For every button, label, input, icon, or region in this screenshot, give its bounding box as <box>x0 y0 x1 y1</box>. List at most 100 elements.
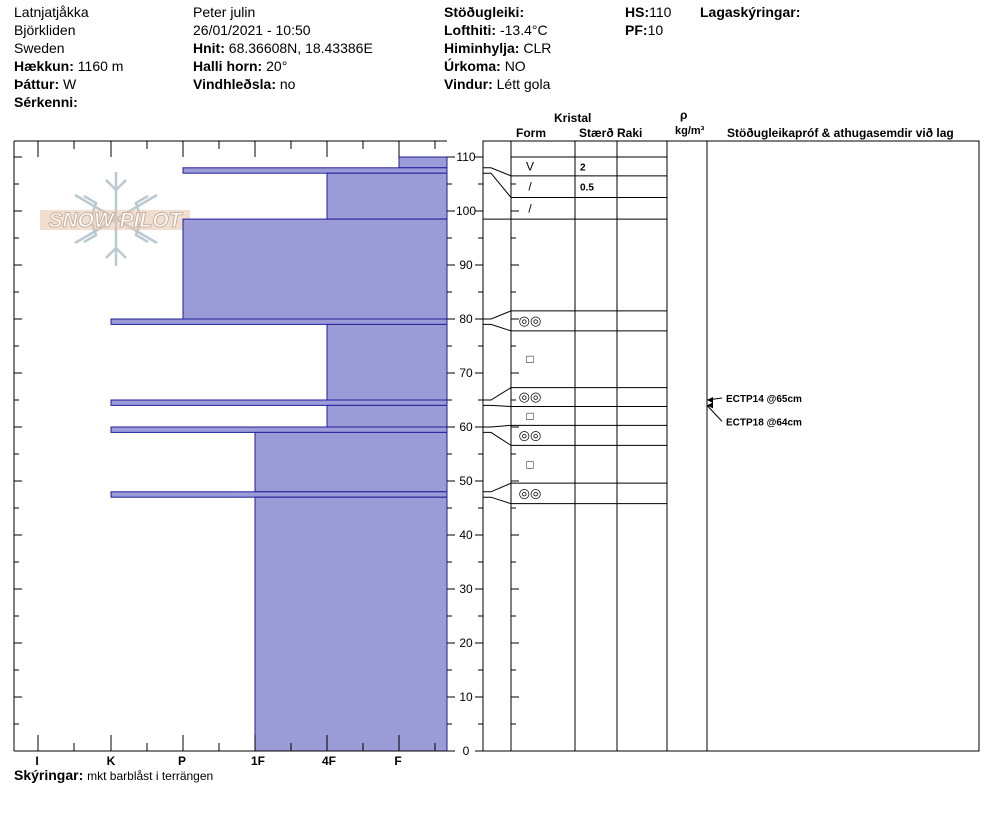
test-result-label: ECTP14 @65cm <box>726 394 802 405</box>
country: Sweden <box>14 40 65 56</box>
slope: Halli horn: 20° <box>193 57 287 75</box>
wind: Vindur: Létt gola <box>444 75 550 93</box>
form-header: Form <box>516 126 546 140</box>
crystal-header: Kristal <box>554 111 592 125</box>
aspect: Þáttur: W <box>14 75 76 93</box>
air-temp-value: -13.4°C <box>499 22 548 38</box>
layer-connector-line <box>483 424 512 428</box>
hardness-layers <box>110 156 448 752</box>
height-tick-label: 100 <box>456 204 476 218</box>
hardness-tick-label: 4F <box>322 754 336 768</box>
crystal-form-symbol: □ <box>526 352 533 366</box>
hardness-layer-bar <box>254 496 448 752</box>
aspect-value: W <box>63 76 77 92</box>
wind-loading-label: Vindhleðsla: <box>193 76 276 92</box>
height-tick-label: 110 <box>456 150 475 164</box>
hs-label: HS: <box>625 4 650 20</box>
wind-label: Vindur: <box>444 76 493 92</box>
layer-connector-line <box>483 323 512 332</box>
test-arrow-head-icon <box>707 402 713 409</box>
crystal-form-symbol: ◎◎ <box>519 389 542 404</box>
layer-connector-line <box>483 404 512 407</box>
height-tick-label: 10 <box>459 690 473 704</box>
axes: I K P 1F 4F F 0 10 20 30 40 50 60 70 80 90 100 110 <box>13 140 519 768</box>
hardness-layer-bar <box>326 172 448 220</box>
stability-label: Stöðugleiki: <box>444 4 525 20</box>
hardness-layer-bar <box>182 218 448 320</box>
slope-value: 20° <box>266 58 288 74</box>
layer-connector-line <box>483 431 512 446</box>
height-tick-label: 0 <box>463 744 470 758</box>
hardness-layer-bar <box>254 431 448 493</box>
test-arrow-head-icon <box>707 397 713 403</box>
layer-connector-line <box>483 496 512 505</box>
hardness-layer-bar <box>110 399 448 406</box>
crystal-form-symbol: □ <box>526 409 533 423</box>
observer: Peter julin <box>193 4 256 20</box>
height-tick-label: 50 <box>459 474 473 488</box>
slope-label: Halli horn: <box>193 58 263 74</box>
notes: Skýringar: mkt barblåst i terrängen <box>14 766 213 785</box>
precip-value: NO <box>504 58 526 74</box>
features-label: Sérkenni: <box>14 94 78 110</box>
pf-label: PF: <box>625 22 648 38</box>
elevation-value: 1160 m <box>77 58 124 74</box>
layer-notes-label: Lagaskýringar: <box>700 4 801 20</box>
region: Björkliden <box>14 22 76 38</box>
height-tick-label: 60 <box>459 420 473 434</box>
hardness-layer-bar <box>326 404 448 428</box>
hs-value: 110 <box>649 4 672 20</box>
wind-loading: Vindhleðsla: no <box>193 75 295 93</box>
location: Latnjatjåkka <box>14 4 89 20</box>
height-tick-label: 90 <box>459 258 473 272</box>
rho-header: ρ <box>680 108 688 122</box>
hardness-layer-bar <box>326 323 448 401</box>
wind-loading-value: no <box>279 76 296 92</box>
stability-tests: ECTP14 @65cm ECTP18 @64cm <box>706 394 802 428</box>
layer-connector-line <box>483 482 512 493</box>
profile-grid: V 2 / 0.5 / ◎◎ □ ◎◎ □ ◎◎ □ ◎◎ <box>482 140 980 752</box>
air-temp: Lofthiti: -13.4°C <box>444 21 548 39</box>
density-unit-header: kg/m³ <box>675 125 705 137</box>
crystal-form-symbol: / <box>528 201 532 215</box>
hardness-tick-label: F <box>394 754 401 768</box>
layer-connector-line <box>483 172 512 198</box>
test-result-label: ECTP18 @64cm <box>726 417 802 428</box>
logo-band <box>40 210 190 230</box>
coords: Hnit: 68.36608N, 18.43386E <box>193 39 373 57</box>
sky: Himinhylja: CLR <box>444 39 551 57</box>
hs: HS:110 <box>625 3 671 21</box>
elevation: Hækkun: 1160 m <box>14 57 123 75</box>
layer-connector-line <box>483 387 512 401</box>
height-tick-label: 30 <box>459 582 473 596</box>
notes-value: mkt barblåst i terrängen <box>87 769 214 783</box>
elevation-label: Hækkun: <box>14 58 74 74</box>
height-tick-label: 20 <box>459 636 473 650</box>
pf: PF:10 <box>625 21 663 39</box>
size-header: Stærð <box>579 126 614 140</box>
hardness-layer-bar <box>110 426 448 433</box>
sky-value: CLR <box>523 40 552 56</box>
layer-connector-line <box>483 310 512 320</box>
stability-notes-header: Stöðugleikapróf & athugasemdir við lag <box>727 126 954 140</box>
hardness-tick-label: K <box>107 754 116 768</box>
coords-value: 68.36608N, 18.43386E <box>228 40 373 56</box>
crystal-size-value: 0.5 <box>580 183 594 194</box>
crystal-form-symbol: □ <box>526 457 533 471</box>
height-tick-label: 70 <box>459 366 473 380</box>
pf-value: 10 <box>647 22 664 38</box>
wind-value: Létt gola <box>496 76 551 92</box>
height-tick-label: 40 <box>459 528 473 542</box>
crystal-form-symbol: / <box>528 180 532 194</box>
crystal-size-value: 2 <box>580 162 586 173</box>
crystal-form-symbol: ◎◎ <box>519 427 542 442</box>
profile-table-border <box>482 140 980 752</box>
hardness-layer-bar <box>398 156 448 169</box>
datetime: 26/01/2021 - 10:50 <box>193 22 311 38</box>
hardness-tick-label: I <box>35 754 38 768</box>
hardness-tick-label: 1F <box>251 754 265 768</box>
hardness-layer-bar <box>182 167 448 174</box>
precip-label: Úrkoma: <box>444 58 501 74</box>
air-temp-label: Lofthiti: <box>444 22 497 38</box>
